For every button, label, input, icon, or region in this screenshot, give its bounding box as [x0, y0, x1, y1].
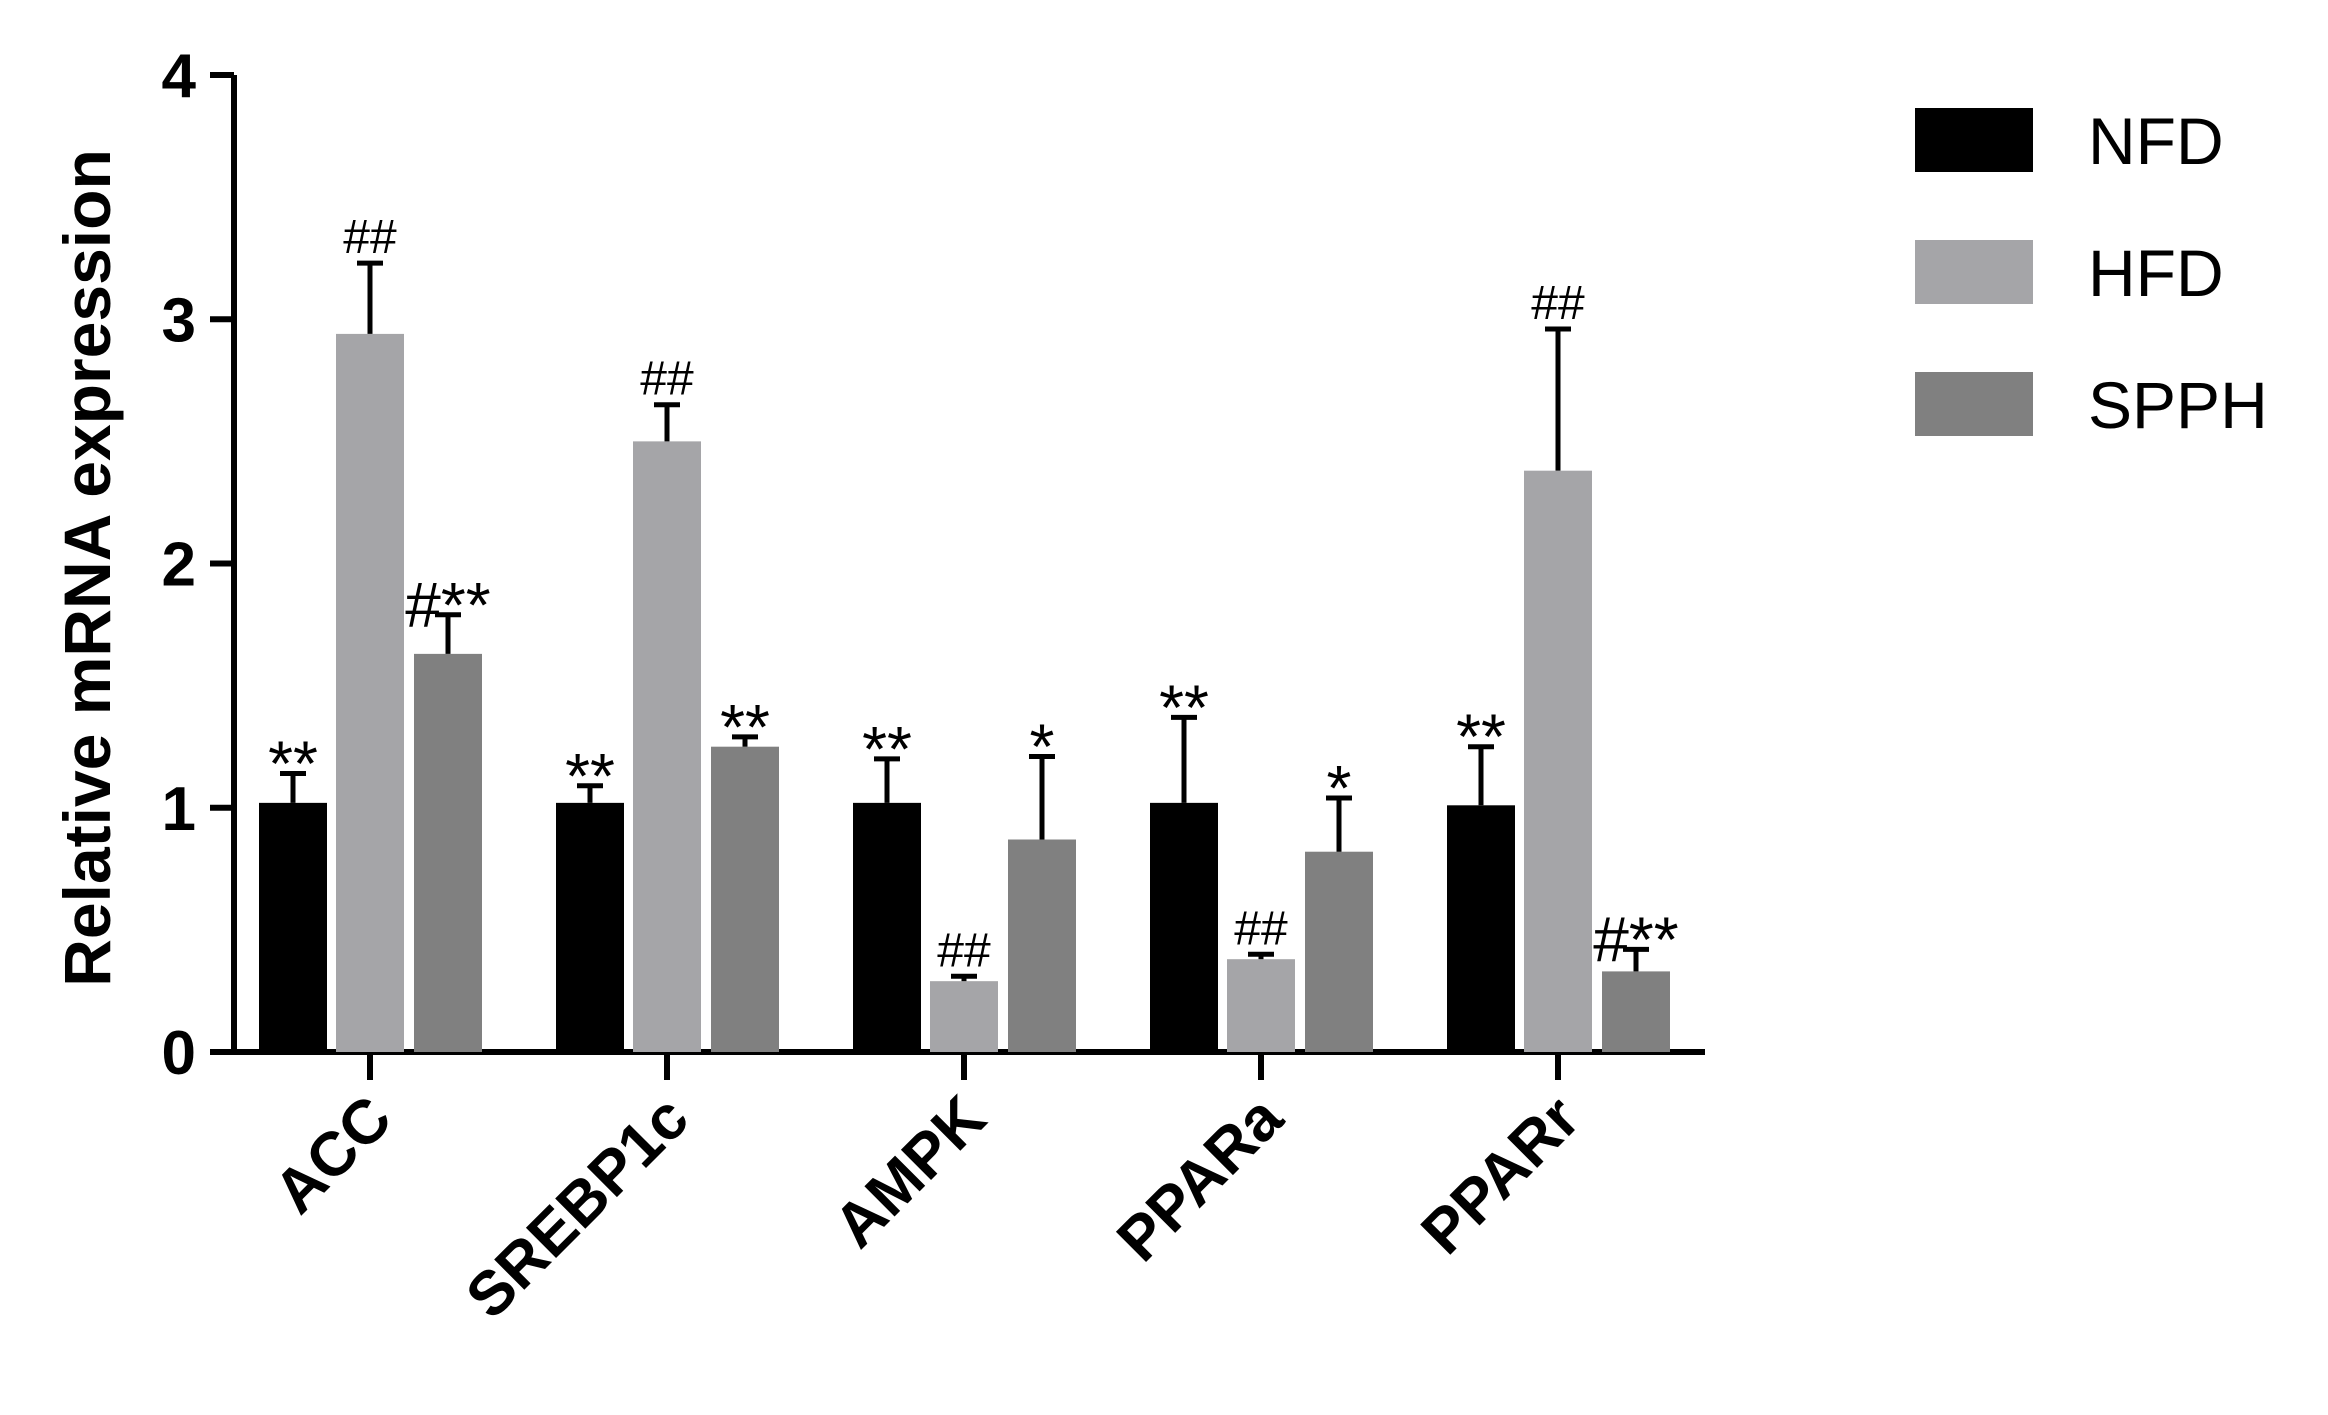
legend-label: SPPH	[2088, 368, 2268, 442]
significance-label: ##	[1531, 277, 1585, 330]
legend-label: HFD	[2088, 236, 2224, 310]
x-tick-label: PPARa	[1104, 1083, 1296, 1275]
legend-swatch	[1915, 108, 2033, 172]
x-tick-label: PPARr	[1408, 1083, 1592, 1267]
bar	[1524, 470, 1592, 1052]
legend-label: NFD	[2088, 104, 2224, 178]
y-axis-label: Relative mRNA expression	[50, 149, 124, 987]
bars	[259, 260, 1670, 1052]
significance-label: *	[1327, 752, 1352, 824]
legend-swatch	[1915, 372, 2033, 436]
bar	[853, 802, 921, 1052]
significance-label: #**	[405, 569, 490, 641]
legend: NFD HFD SPPH	[1915, 104, 2268, 442]
significance-label: **	[1456, 701, 1506, 773]
significance-label: #**	[1593, 903, 1678, 975]
significance-label: **	[862, 713, 912, 785]
significance-label: ##	[937, 924, 991, 977]
bar	[336, 333, 404, 1052]
y-tick-label: 1	[162, 775, 196, 844]
bar	[1008, 839, 1076, 1052]
y-tick-label: 0	[162, 1019, 196, 1088]
x-tick-label: ACC	[261, 1083, 405, 1227]
significance-label: **	[1159, 671, 1209, 743]
bar	[556, 802, 624, 1052]
bar	[633, 441, 701, 1052]
bar	[1602, 971, 1670, 1052]
bar	[711, 746, 779, 1052]
bar	[1447, 805, 1515, 1052]
significance-label: *	[1030, 710, 1055, 782]
significance-label: **	[720, 691, 770, 763]
significance-label: ##	[640, 353, 694, 406]
significance-label: **	[565, 740, 615, 812]
significance-label: ##	[1234, 902, 1288, 955]
y-tick-label: 2	[162, 531, 196, 600]
y-tick-label: 4	[162, 42, 197, 111]
significance-label: ##	[343, 211, 397, 264]
bar	[259, 802, 327, 1052]
y-tick-label: 3	[162, 286, 196, 355]
bar	[414, 653, 482, 1052]
bar	[1150, 802, 1218, 1052]
x-tick-label: SREBP1c	[453, 1083, 702, 1332]
annotations: **###****##** **##***##***###**	[268, 211, 1679, 977]
legend-swatch	[1915, 240, 2033, 304]
significance-label: **	[268, 728, 318, 800]
x-tick-label: AMPK	[821, 1083, 999, 1261]
bar	[930, 981, 998, 1052]
bar	[1227, 959, 1295, 1052]
bar	[1305, 851, 1373, 1052]
